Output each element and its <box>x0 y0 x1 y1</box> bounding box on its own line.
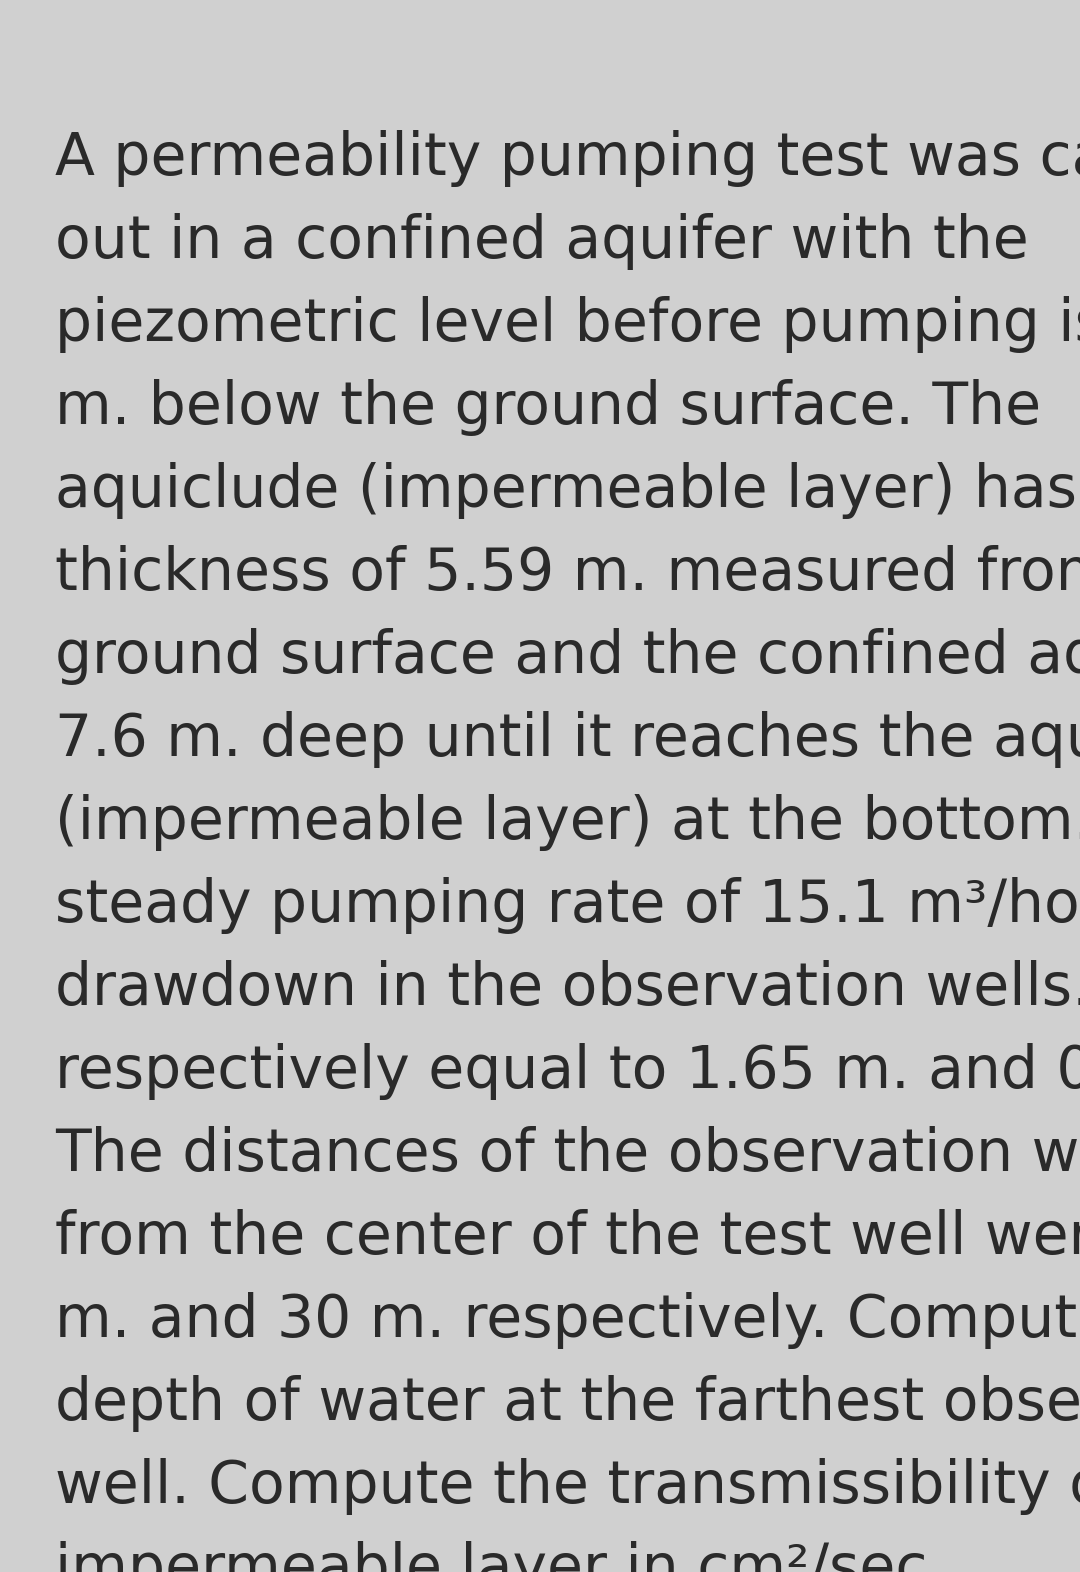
Text: m. below the ground surface. The: m. below the ground surface. The <box>55 379 1041 435</box>
Text: thickness of 5.59 m. measured from the: thickness of 5.59 m. measured from the <box>55 545 1080 602</box>
Text: out in a confined aquifer with the: out in a confined aquifer with the <box>55 212 1029 270</box>
Text: respectively equal to 1.65 m. and 0.47 m.: respectively equal to 1.65 m. and 0.47 m… <box>55 1042 1080 1100</box>
Text: impermeable layer in cm²/sec.: impermeable layer in cm²/sec. <box>55 1541 946 1572</box>
Text: from the center of the test well were 16: from the center of the test well were 16 <box>55 1209 1080 1265</box>
Text: steady pumping rate of 15.1 m³/hour the: steady pumping rate of 15.1 m³/hour the <box>55 877 1080 934</box>
Text: (impermeable layer) at the bottom. At a: (impermeable layer) at the bottom. At a <box>55 794 1080 850</box>
Text: A permeability pumping test was carried: A permeability pumping test was carried <box>55 130 1080 187</box>
Text: The distances of the observation wells: The distances of the observation wells <box>55 1126 1080 1184</box>
Text: aquiclude (impermeable layer) has a: aquiclude (impermeable layer) has a <box>55 462 1080 519</box>
Text: piezometric level before pumping is 2.17: piezometric level before pumping is 2.17 <box>55 296 1080 354</box>
Text: 7.6 m. deep until it reaches the aquiclude: 7.6 m. deep until it reaches the aquiclu… <box>55 711 1080 769</box>
Text: depth of water at the farthest observation: depth of water at the farthest observati… <box>55 1376 1080 1432</box>
Text: well. Compute the transmissibility of the: well. Compute the transmissibility of th… <box>55 1457 1080 1515</box>
Text: m. and 30 m. respectively. Compute the: m. and 30 m. respectively. Compute the <box>55 1292 1080 1349</box>
Text: drawdown in the observation wells. were: drawdown in the observation wells. were <box>55 960 1080 1017</box>
Text: ground surface and the confined aquifer is: ground surface and the confined aquifer … <box>55 627 1080 685</box>
